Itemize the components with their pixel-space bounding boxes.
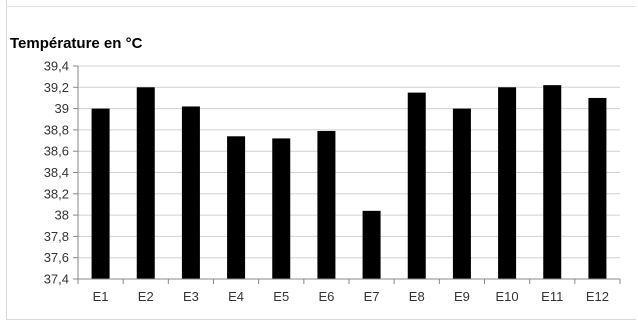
grid-lines: [78, 65, 620, 259]
axes: [73, 65, 621, 284]
y-tick-label: 38,2: [44, 186, 69, 201]
y-tick-label: 39: [55, 101, 69, 116]
bar: [407, 92, 426, 279]
y-axis-title: Température en °C: [10, 35, 143, 52]
x-tick-label: E6: [318, 289, 334, 304]
chart-frame: [6, 0, 636, 320]
bar: [272, 138, 291, 279]
x-tick-label: E12: [586, 289, 609, 304]
x-tick-label: E10: [496, 289, 519, 304]
bar: [91, 108, 110, 279]
x-tick-label: E4: [228, 289, 244, 304]
bar: [362, 210, 381, 279]
chart-frame-top: [6, 6, 636, 7]
y-tick-label: 38,8: [44, 122, 69, 137]
bar: [317, 130, 336, 279]
x-tick-label: E11: [541, 289, 563, 304]
y-tick-label: 37,8: [44, 229, 69, 244]
bar: [136, 87, 155, 279]
y-tick-label: 38,6: [44, 144, 69, 159]
bar: [452, 108, 471, 279]
x-tick-label: E8: [409, 289, 425, 304]
y-tick-label: 39,2: [44, 80, 69, 95]
y-tick-label: 38: [55, 208, 69, 223]
bar: [181, 106, 200, 279]
y-tick-labels: 37,4 37,6 37,8 38 38,2 38,4 38,6 38,8 39 39,2 39,4: [44, 59, 69, 287]
x-tick-label: E7: [364, 289, 380, 304]
x-tick-label: E3: [183, 289, 199, 304]
bars: [91, 85, 607, 279]
y-tick-label: 37,6: [44, 250, 69, 265]
x-tick-label: E5: [273, 289, 289, 304]
bar: [543, 85, 562, 279]
bar: [588, 97, 607, 279]
bar: [227, 136, 246, 279]
x-tick-labels: E1 E2 E3 E4 E5 E6 E7 E8 E9 E10 E11 E12: [93, 289, 609, 304]
bar: [498, 87, 517, 279]
x-tick-label: E1: [93, 289, 109, 304]
y-tick-label: 38,4: [44, 165, 69, 180]
x-tick-label: E9: [454, 289, 470, 304]
y-tick-label: 39,4: [44, 59, 69, 74]
y-tick-label: 37,4: [44, 272, 69, 287]
x-tick-label: E2: [138, 289, 154, 304]
